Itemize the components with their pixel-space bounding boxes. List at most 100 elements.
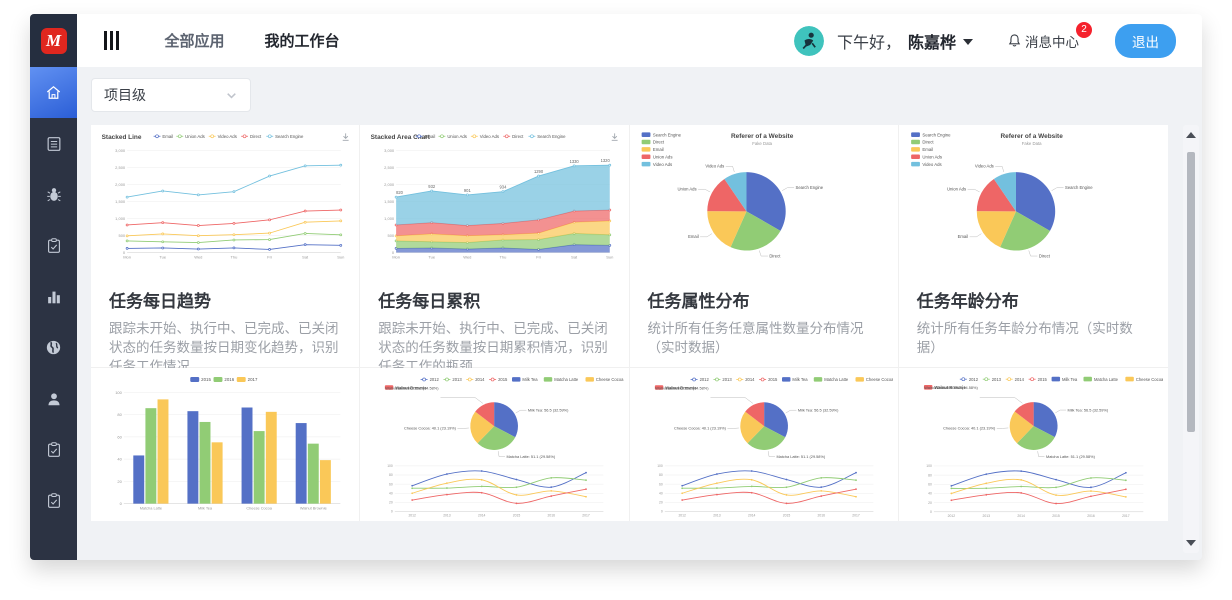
svg-text:Video Ads: Video Ads	[652, 162, 671, 167]
sidebar-item-7[interactable]	[30, 424, 77, 475]
svg-text:Union Ads: Union Ads	[922, 154, 942, 159]
svg-text:Tue: Tue	[429, 254, 437, 259]
dashboard-card-5[interactable]: 2012 2013 2014 2015 Milk Tea Matcha Latte Chee…	[360, 368, 630, 521]
svg-text:60: 60	[659, 482, 663, 486]
svg-text:Mon: Mon	[123, 254, 131, 259]
sidebar-item-2[interactable]	[30, 169, 77, 220]
dashboard-card-4[interactable]: 2015 2016 2017 0 20 40 60 80 100 Matcha Latte Milk…	[91, 368, 361, 521]
svg-text:1,500: 1,500	[115, 199, 126, 204]
svg-text:20: 20	[928, 501, 932, 505]
sidebar-item-1[interactable]	[30, 118, 77, 169]
globe-icon	[44, 338, 63, 357]
dashboard-card-3[interactable]: Referer of a Website Fake Data Search Engi…	[898, 125, 1168, 368]
dashboard-card-2[interactable]: Referer of a Website Fake Data Search Engi…	[629, 125, 899, 368]
dashboard-card-0[interactable]: Stacked Line Email Union Ads Video Ads Direc…	[91, 125, 361, 374]
svg-text:Mon: Mon	[392, 254, 400, 259]
sidebar-item-8[interactable]	[30, 475, 77, 526]
dashboard-card-6[interactable]: 2012 2013 2014 2015 Milk Tea Matcha Latte Chee…	[629, 368, 899, 521]
svg-text:Email: Email	[652, 147, 663, 152]
nav-my-workspace[interactable]: 我的工作台	[264, 33, 340, 50]
sidebar	[30, 67, 77, 560]
sidebar-item-4[interactable]	[30, 271, 77, 322]
svg-text:80: 80	[659, 473, 663, 477]
download-icon	[342, 133, 349, 141]
svg-text:0: 0	[120, 501, 123, 506]
sidebar-item-5[interactable]	[30, 322, 77, 373]
svg-text:100: 100	[115, 390, 122, 395]
svg-text:2015: 2015	[768, 377, 778, 382]
svg-text:1320: 1320	[601, 158, 611, 163]
svg-text:Walnut Brownie: Walnut Brownie	[665, 385, 697, 390]
scope-select[interactable]: 项目级	[91, 78, 251, 112]
pie-chart-thumbnail: Referer of a Website Fake Data Search Engi…	[904, 129, 1163, 276]
svg-text:934: 934	[500, 185, 508, 190]
scroll-down-arrow[interactable]	[1186, 540, 1196, 546]
card-title: 任务年龄分布	[916, 292, 1019, 311]
svg-text:820: 820	[396, 190, 404, 195]
svg-text:2014: 2014	[476, 377, 486, 382]
svg-text:2012: 2012	[947, 514, 955, 518]
svg-text:Fri: Fri	[267, 254, 272, 259]
bug-icon	[45, 186, 63, 204]
svg-text:2,500: 2,500	[384, 165, 395, 170]
download-icon	[611, 133, 618, 141]
nav-all-apps[interactable]: 全部应用	[164, 33, 225, 50]
svg-text:2,000: 2,000	[115, 182, 126, 187]
scroll-thumb[interactable]	[1187, 152, 1195, 432]
svg-text:Tue: Tue	[159, 254, 167, 259]
sidebar-item-6[interactable]	[30, 373, 77, 424]
sidebar-item-0[interactable]	[30, 67, 77, 118]
caret-down-icon	[963, 38, 973, 45]
svg-text:Email: Email	[922, 147, 933, 152]
dashboard-card-7[interactable]: 2012 2013 2014 2015 Milk Tea Matcha Latte Chee…	[898, 368, 1168, 521]
svg-text:2013: 2013	[991, 377, 1001, 382]
svg-text:60: 60	[928, 482, 932, 486]
app-logo[interactable]: M	[30, 14, 77, 67]
document-icon	[45, 135, 63, 153]
svg-text:Cheese Cocoa: Cheese Cocoa	[865, 377, 892, 382]
svg-text:Walnut Brownie: Walnut Brownie	[300, 506, 327, 511]
svg-text:80: 80	[117, 412, 122, 417]
svg-text:40: 40	[659, 491, 663, 495]
svg-text:Union Ads: Union Ads	[185, 134, 205, 139]
avatar-figure-icon	[793, 25, 824, 56]
svg-text:Milk Tea: 56.5 (32.59%): Milk Tea: 56.5 (32.59%)	[797, 407, 838, 412]
user-avatar[interactable]	[793, 25, 824, 56]
svg-text:2,500: 2,500	[115, 165, 126, 170]
svg-text:2012: 2012	[969, 377, 979, 382]
svg-text:0: 0	[391, 510, 393, 514]
svg-text:Milk Tea: Milk Tea	[523, 377, 539, 382]
svg-text:Stacked Area Chart: Stacked Area Chart	[371, 134, 431, 141]
svg-text:Thu: Thu	[230, 254, 237, 259]
svg-text:100: 100	[926, 464, 932, 468]
message-center-label: 消息中心	[1025, 34, 1079, 50]
scroll-up-arrow[interactable]	[1186, 132, 1196, 138]
svg-text:2015: 2015	[782, 514, 790, 518]
svg-text:2013: 2013	[443, 514, 451, 518]
svg-text:Matcha Latte: Matcha Latte	[1094, 377, 1119, 382]
greeting-text: 下午好，	[836, 34, 901, 52]
svg-text:2,000: 2,000	[384, 182, 395, 187]
dashboard-card-1[interactable]: Stacked Area Chart Email Union Ads Video Ad…	[360, 125, 630, 374]
message-center-link[interactable]: 消息中心 2	[1007, 21, 1092, 51]
svg-text:Email: Email	[688, 234, 699, 239]
svg-text:Union Ads: Union Ads	[947, 187, 966, 192]
main-content: 项目级 Stacked Line Email Union Ads Video Ads D…	[77, 67, 1202, 560]
svg-text:0: 0	[930, 510, 932, 514]
user-icon	[45, 390, 63, 408]
scrollbar[interactable]	[1183, 125, 1199, 553]
svg-text:Direct: Direct	[769, 253, 781, 258]
clipboard-check-icon	[45, 441, 63, 459]
svg-text:Direct: Direct	[512, 134, 524, 139]
svg-text:2014: 2014	[745, 377, 755, 382]
svg-text:500: 500	[388, 233, 395, 238]
svg-text:2012: 2012	[699, 377, 709, 382]
logout-button[interactable]: 退出	[1115, 23, 1176, 58]
svg-text:Walnut Brownie: 25.2 (14.58%): Walnut Brownie: 25.2 (14.58%)	[385, 385, 439, 390]
user-greeting[interactable]: 下午好， 陈嘉桦	[837, 29, 973, 53]
user-name: 陈嘉桦	[907, 34, 956, 52]
apps-menu-icon[interactable]	[104, 31, 119, 50]
svg-text:3,000: 3,000	[384, 148, 395, 153]
sidebar-item-3[interactable]	[30, 220, 77, 271]
